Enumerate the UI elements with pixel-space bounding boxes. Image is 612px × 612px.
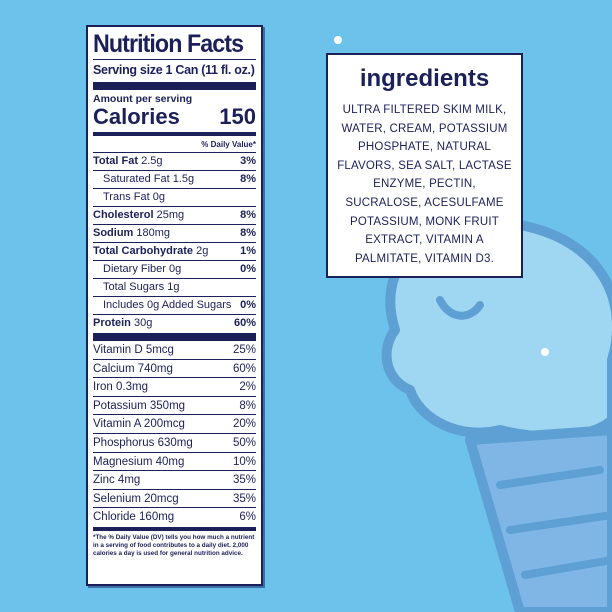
nutrient-dv: 0% xyxy=(240,263,256,275)
vitamin-row: Vitamin A 200mcg 20% xyxy=(93,415,256,434)
nutrient-amount: 2g xyxy=(196,245,209,257)
nutrient-amount: 2.5g xyxy=(141,155,163,167)
nutrient-row: Total Carbohydrate 2g 1% xyxy=(93,243,256,261)
vitamin-label: Vitamin A 200mcg xyxy=(93,418,185,431)
vitamin-label: Magnesium 40mg xyxy=(93,455,185,468)
nutrient-amount: 180mg xyxy=(136,227,171,239)
vitamin-label: Zinc 4mg xyxy=(93,474,141,487)
calories-row: Calories 150 xyxy=(93,105,256,129)
vitamin-dv: 50% xyxy=(232,436,256,449)
nutrient-dv: 3% xyxy=(240,155,256,167)
nutrient-amount: 0g xyxy=(169,263,182,275)
nutrient-row: Protein 30g 60% xyxy=(93,315,256,333)
nutrient-label: Dietary Fiber 0g xyxy=(103,261,181,278)
vitamin-dv: 35% xyxy=(232,492,256,505)
nutrient-name: Cholesterol xyxy=(93,209,154,221)
vitamin-row: Vitamin D 5mcg 25% xyxy=(93,341,256,360)
nutrient-name: Total Sugars xyxy=(103,281,165,293)
nutrient-name: Protein xyxy=(93,317,131,329)
nutrient-row: Trans Fat 0g xyxy=(93,189,256,207)
nutrient-dv: 0% xyxy=(240,299,256,311)
vitamin-row: Magnesium 40mg 10% xyxy=(93,453,256,472)
calories-label: Calories xyxy=(93,104,180,129)
nutrient-name: Trans Fat xyxy=(103,191,150,203)
footnote: *The % Daily Value (DV) tells you how mu… xyxy=(93,533,255,557)
divider xyxy=(93,132,256,136)
daily-value-header: % Daily Value* xyxy=(93,136,256,153)
nutrient-name: Sodium xyxy=(93,227,134,239)
nutrient-amount: 0g xyxy=(152,191,165,203)
divider xyxy=(93,333,256,341)
nutrient-label: Includes 0g Added Sugars xyxy=(103,297,231,314)
nutrient-row: Total Fat 2.5g 3% xyxy=(93,153,256,171)
ingredients-panel: ingredients ULTRA FILTERED SKIM MILK, WA… xyxy=(326,53,523,278)
amount-per-serving: Amount per serving xyxy=(93,93,193,105)
nutrient-label: Protein 30g xyxy=(93,315,152,333)
nutrient-label: Saturated Fat 1.5g xyxy=(103,171,194,188)
divider xyxy=(93,526,256,531)
nutrition-title: Nutrition Facts xyxy=(93,30,244,58)
nutrient-dv: 1% xyxy=(240,245,256,257)
nutrient-label: Cholesterol 25mg xyxy=(93,207,184,224)
nutrient-row: Dietary Fiber 0g 0% xyxy=(93,261,256,279)
nutrient-name: Includes 0g Added Sugars xyxy=(103,299,232,311)
vitamin-label: Potassium 350mg xyxy=(93,399,186,412)
ingredients-text: ULTRA FILTERED SKIM MILK, WATER, CREAM, … xyxy=(337,104,512,265)
sparkle-icon xyxy=(334,36,549,356)
nutrient-name: Total Fat xyxy=(93,155,139,167)
vitamin-label: Selenium 20mcg xyxy=(93,492,179,505)
nutrient-amount: 25mg xyxy=(156,209,185,221)
divider xyxy=(93,82,256,90)
nutrient-dv: 8% xyxy=(240,227,256,239)
vitamin-dv: 10% xyxy=(232,455,256,468)
nutrient-dv: 60% xyxy=(233,317,256,329)
nutrient-label: Total Fat 2.5g xyxy=(93,153,163,170)
vitamin-dv: 60% xyxy=(232,362,256,375)
vitamin-label: Calcium 740mg xyxy=(93,362,173,375)
vitamin-row: Calcium 740mg 60% xyxy=(93,360,256,379)
nutrient-name: Saturated Fat xyxy=(103,173,170,185)
nutrition-facts-label: Nutrition Facts Serving size 1 Can (11 f… xyxy=(86,25,263,586)
vitamin-label: Phosphorus 630mg xyxy=(93,436,193,449)
nutrient-label: Sodium 180mg xyxy=(93,225,170,242)
vitamin-dv: 8% xyxy=(239,399,256,412)
nutrient-name: Total Carbohydrate xyxy=(93,245,194,257)
nutrient-row: Includes 0g Added Sugars 0% xyxy=(93,297,256,315)
nutrient-dv: 8% xyxy=(240,209,256,221)
vitamin-label: Vitamin D 5mcg xyxy=(93,344,174,356)
vitamin-row: Potassium 350mg 8% xyxy=(93,397,256,416)
vitamin-row: Zinc 4mg 35% xyxy=(93,471,256,490)
vitamin-row: Chloride 160mg 6% xyxy=(93,508,256,527)
nutrient-amount: 30g xyxy=(133,317,153,329)
vitamin-row: Selenium 20mcg 35% xyxy=(93,490,256,509)
vitamin-dv: 2% xyxy=(239,381,256,394)
serving-size: Serving size 1 Can (11 fl. oz.) xyxy=(93,59,256,79)
nutrient-label: Total Carbohydrate 2g xyxy=(93,243,208,260)
vitamin-dv: 25% xyxy=(232,344,256,356)
vitamin-dv: 20% xyxy=(232,418,256,431)
nutrient-row: Total Sugars 1g xyxy=(93,279,256,297)
vitamin-label: Iron 0.3mg xyxy=(93,381,148,394)
vitamin-row: Phosphorus 630mg 50% xyxy=(93,434,256,453)
nutrient-label: Trans Fat 0g xyxy=(103,189,165,206)
nutrient-dv: 8% xyxy=(240,173,256,185)
nutrient-row: Cholesterol 25mg 8% xyxy=(93,207,256,225)
vitamin-row: Iron 0.3mg 2% xyxy=(93,378,256,397)
nutrient-name: Dietary Fiber xyxy=(103,263,166,275)
vitamin-dv: 35% xyxy=(232,474,256,487)
nutrient-amount: 1g xyxy=(167,281,180,293)
vitamin-dv: 6% xyxy=(239,511,256,524)
nutrient-row: Saturated Fat 1.5g 8% xyxy=(93,171,256,189)
vitamin-label: Chloride 160mg xyxy=(93,511,175,524)
nutrient-label: Total Sugars 1g xyxy=(103,279,179,296)
nutrient-row: Sodium 180mg 8% xyxy=(93,225,256,243)
calories-value: 150 xyxy=(219,104,256,129)
ingredients-title: ingredients xyxy=(359,65,490,92)
nutrient-amount: 1.5g xyxy=(172,173,195,185)
